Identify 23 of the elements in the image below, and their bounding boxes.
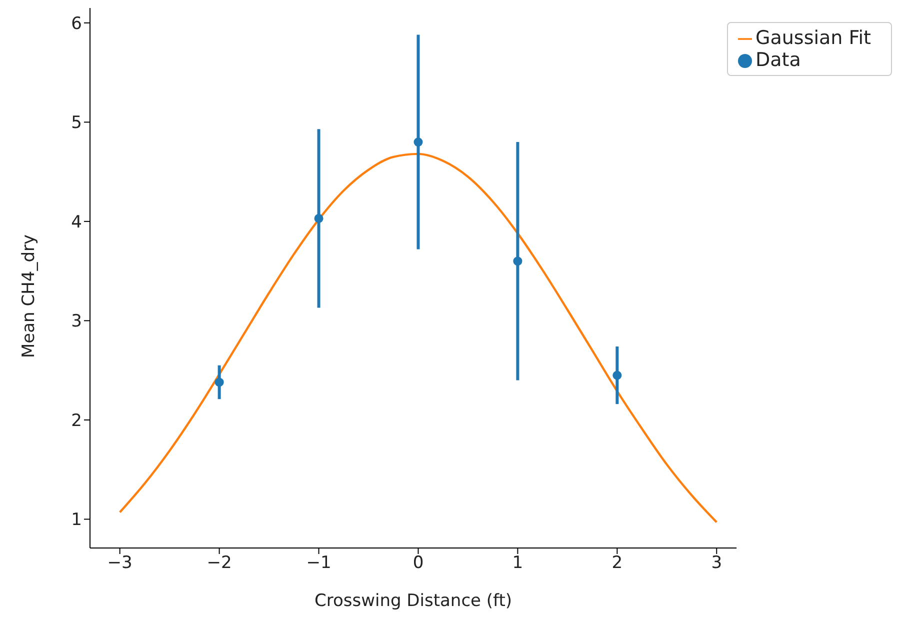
x-axis-title: Crosswing Distance (ft) [314,591,512,611]
line-series [118,152,718,524]
y-tick-label: 5 [71,113,82,134]
point [314,214,324,223]
legend-label: Data [756,49,801,71]
x-tick-label: 1 [512,553,524,574]
point [612,370,622,380]
point [214,378,224,387]
x-tick-label: 2 [612,553,623,574]
x-tick-label: 3 [711,553,722,574]
y-tick-label: 1 [71,510,82,530]
x-tick-label: −3 [107,553,132,574]
y-axis-title: Mean CH4_dry [19,234,40,358]
legend-label: Gaussian Fit [756,27,871,49]
point [513,256,522,266]
x-tick-label: 0 [412,553,424,574]
y-tick-label: 2 [71,410,82,431]
x-tick-label: −2 [206,553,232,574]
y-tick-label: 6 [71,14,82,34]
y-tick-label: 3 [71,312,82,332]
x-tick-label: −1 [306,553,332,574]
y-tick-label: 4 [71,212,82,232]
point [414,138,423,147]
